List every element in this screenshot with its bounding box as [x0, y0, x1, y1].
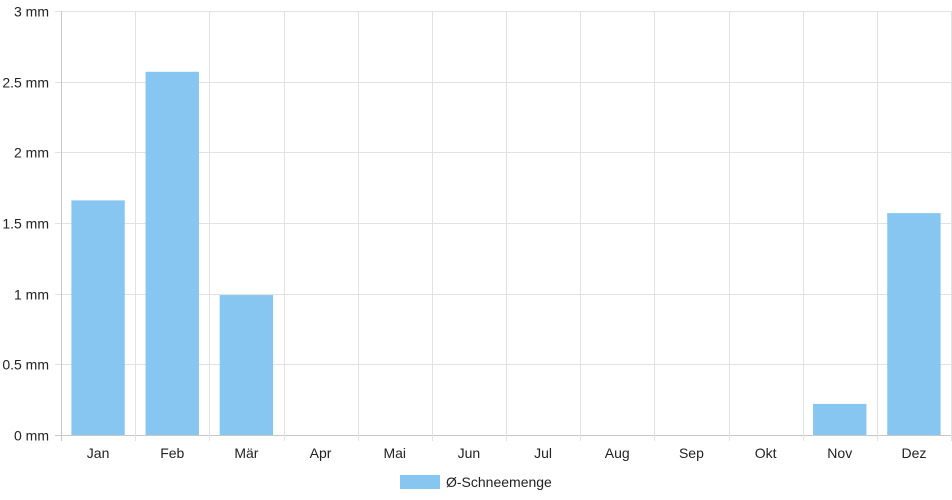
bar-dez[interactable]: [887, 213, 941, 435]
bar-nov[interactable]: [813, 403, 867, 435]
x-tick-label: Sep: [679, 445, 704, 461]
y-tick-label: 2 mm: [14, 145, 49, 161]
grid-lines: [55, 11, 952, 441]
y-tick-label: 1 mm: [14, 287, 49, 303]
y-tick-label: 0.5 mm: [2, 357, 49, 373]
x-tick-label: Jun: [458, 445, 481, 461]
x-tick-label: Mai: [383, 445, 406, 461]
y-tick-label: 2.5 mm: [2, 75, 49, 91]
y-axis: 0 mm 0.5 mm 1 mm 1.5 mm 2 mm 2.5 mm 3 mm: [2, 4, 49, 444]
x-tick-label: Mär: [234, 445, 258, 461]
y-tick-label: 1.5 mm: [2, 216, 49, 232]
bar-feb[interactable]: [145, 71, 199, 436]
x-tick-label: Feb: [160, 445, 184, 461]
y-tick-label: 0 mm: [14, 428, 49, 444]
x-tick-label: Nov: [827, 445, 852, 461]
x-tick-label: Jan: [87, 445, 110, 461]
legend-swatch[interactable]: [400, 475, 440, 489]
x-tick-label: Dez: [901, 445, 926, 461]
legend-label[interactable]: Ø-Schneemenge: [446, 474, 552, 490]
x-tick-label: Okt: [755, 445, 777, 461]
bar-mär[interactable]: [219, 295, 274, 435]
bar-jan[interactable]: [71, 200, 125, 435]
y-tick-label: 3 mm: [14, 4, 49, 20]
x-axis: Jan Feb Mär Apr Mai Jun Jul Aug Sep Okt Nov Dez: [87, 445, 927, 461]
legend[interactable]: Ø-Schneemenge: [400, 474, 552, 490]
bar-series: [71, 71, 941, 436]
x-tick-label: Jul: [534, 445, 552, 461]
x-tick-label: Aug: [605, 445, 630, 461]
x-tick-label: Apr: [310, 445, 332, 461]
